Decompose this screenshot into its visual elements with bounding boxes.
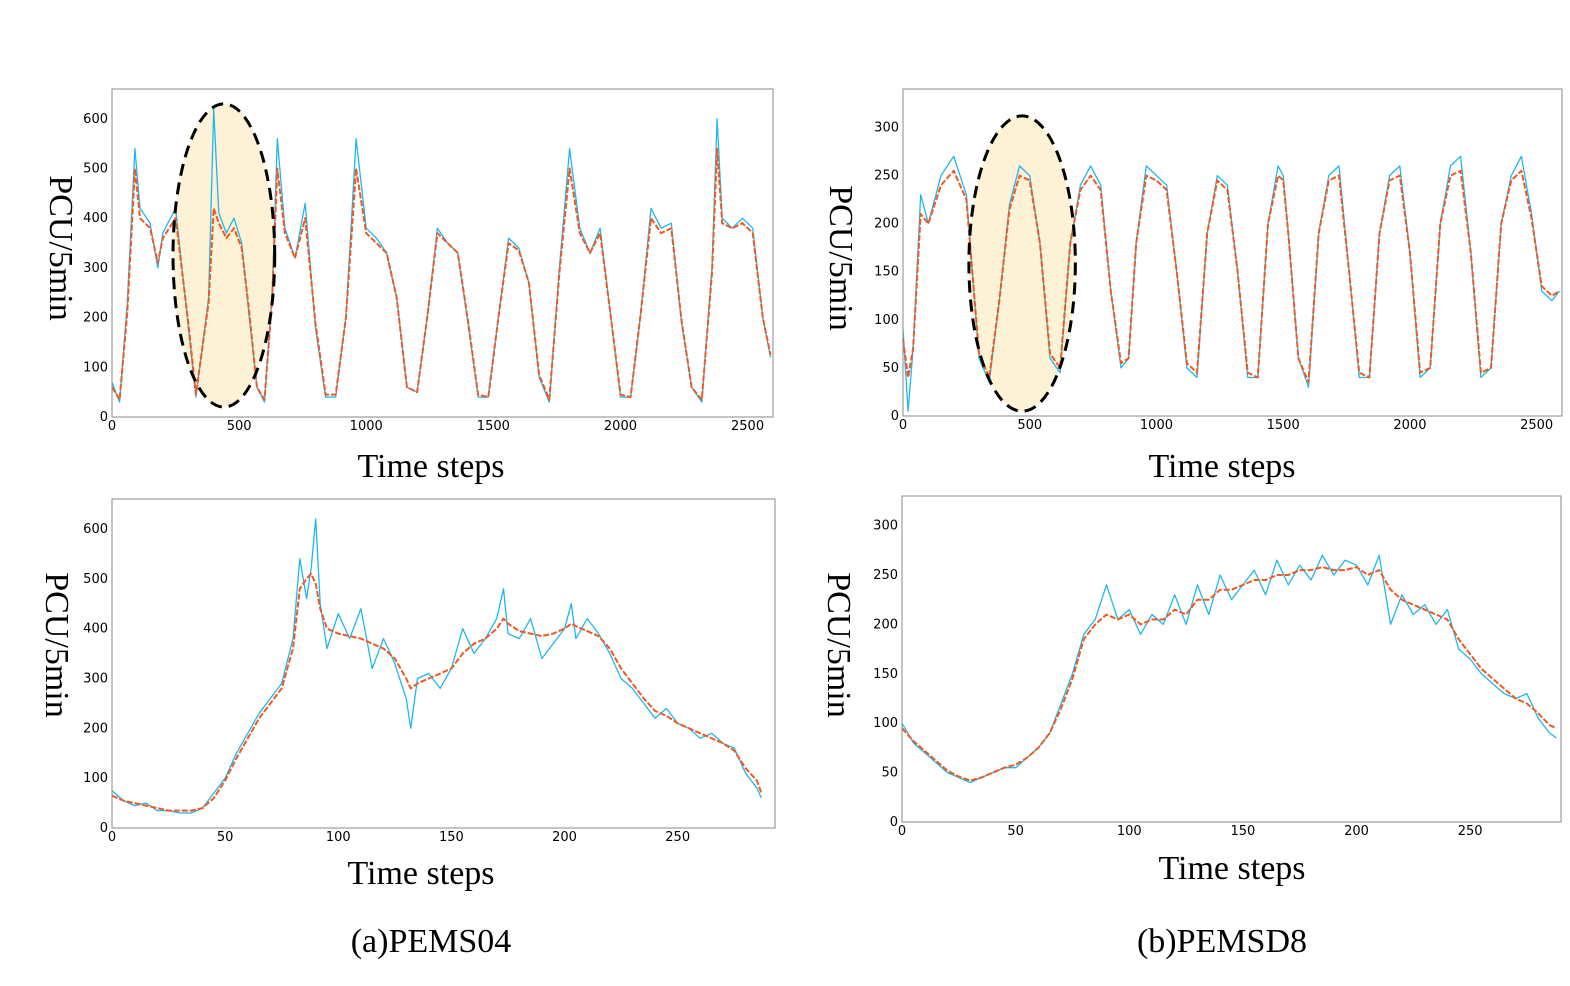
series-line-prediction	[111, 147, 772, 401]
x-tick-label: 500	[227, 419, 252, 434]
y-tick-label: 0	[891, 409, 899, 424]
y-tick-label: 50	[882, 361, 899, 376]
y-tick-label: 250	[873, 568, 898, 583]
x-tick-label: 2000	[604, 419, 637, 434]
x-tick-label: 500	[1017, 418, 1042, 433]
y-tick-label: 100	[874, 313, 899, 328]
chart-pems04-full: 0 500 1000 1500 2000 2500 0 100 200 300 400 500 600 T…	[42, 88, 774, 485]
x-tick-label: 0	[108, 419, 116, 434]
highlight-ellipse-outline	[967, 114, 1077, 413]
x-tick-label: 100	[1117, 824, 1142, 839]
y-tick-label: 0	[100, 410, 108, 425]
highlight-ellipse-outline	[171, 102, 277, 409]
y-tick-label: 100	[83, 360, 108, 375]
x-tick-label: 0	[899, 418, 907, 433]
x-tick-label: 0	[898, 824, 906, 839]
x-tick-label: 200	[552, 830, 577, 845]
plot-frame	[902, 88, 1563, 417]
y-tick-label: 300	[874, 120, 899, 135]
y-tick-label: 100	[83, 771, 108, 786]
plot-frame	[111, 88, 774, 418]
chart-pemsd8-full: 0 500 1000 1500 2000 2500 0 50 100 150 200 250 300 Ti…	[822, 88, 1563, 485]
y-tick-label: 400	[83, 211, 108, 226]
x-tick-label: 50	[1007, 824, 1024, 839]
y-axis-label: PCU/5min	[820, 572, 857, 717]
y-tick-label: 50	[881, 766, 898, 781]
caption-pemsd8: (b)PEMSD8	[1137, 923, 1307, 960]
y-axis-label: PCU/5min	[38, 572, 75, 717]
highlight-ellipse-fill	[173, 103, 275, 408]
x-tick-label: 100	[326, 830, 351, 845]
x-tick-label: 150	[439, 830, 464, 845]
y-tick-label: 300	[83, 261, 108, 276]
x-tick-label: 1500	[1267, 418, 1300, 433]
y-axis-label: PCU/5min	[42, 175, 79, 320]
y-axis-label: PCU/5min	[822, 185, 859, 330]
y-tick-label: 200	[83, 721, 108, 736]
caption-pems04: (a)PEMS04	[351, 923, 512, 960]
x-tick-label: 50	[217, 830, 234, 845]
plot-frame	[901, 495, 1562, 823]
series-line-ground_truth	[902, 155, 1561, 412]
y-tick-label: 500	[83, 162, 108, 177]
y-tick-label: 200	[83, 311, 108, 326]
series-line-ground_truth	[901, 554, 1557, 784]
series-line-ground_truth	[111, 108, 772, 403]
x-tick-label: 1500	[477, 419, 510, 434]
y-tick-label: 200	[873, 617, 898, 632]
series-line-prediction	[111, 572, 763, 812]
x-tick-label: 2500	[731, 419, 764, 434]
y-tick-label: 500	[83, 572, 108, 587]
y-tick-label: 100	[873, 716, 898, 731]
x-axis-label: Time steps	[357, 448, 504, 485]
y-tick-label: 150	[873, 667, 898, 682]
series-line-prediction	[902, 169, 1561, 384]
x-axis-label: Time steps	[347, 855, 494, 892]
x-tick-label: 150	[1230, 824, 1255, 839]
x-tick-label: 1000	[350, 419, 383, 434]
y-tick-label: 150	[874, 265, 899, 280]
y-tick-label: 250	[874, 169, 899, 184]
x-tick-label: 200	[1344, 824, 1369, 839]
x-tick-label: 2500	[1520, 418, 1553, 433]
y-tick-label: 400	[83, 622, 108, 637]
chart-pemsd8-day: 0 50 100 150 200 250 0 50 100 150 200 250 300 Time st…	[820, 495, 1562, 887]
y-tick-label: 600	[83, 112, 108, 127]
x-axis-label: Time steps	[1148, 448, 1295, 485]
y-tick-label: 0	[890, 815, 898, 830]
x-tick-label: 250	[665, 830, 690, 845]
y-tick-label: 600	[83, 522, 108, 537]
chart-pems04-day: 0 50 100 150 200 250 0 100 200 300 400 500 600 Time s…	[38, 498, 776, 892]
y-tick-label: 300	[83, 671, 108, 686]
x-tick-label: 0	[108, 830, 116, 845]
y-tick-label: 300	[873, 519, 898, 534]
y-tick-label: 0	[100, 821, 108, 836]
y-tick-label: 200	[874, 217, 899, 232]
plot-frame	[111, 498, 776, 829]
x-axis-label: Time steps	[1158, 850, 1305, 887]
x-tick-label: 250	[1458, 824, 1483, 839]
series-line-prediction	[901, 566, 1557, 782]
x-tick-label: 2000	[1393, 418, 1426, 433]
x-tick-label: 1000	[1140, 418, 1173, 433]
series-line-ground_truth	[111, 518, 762, 814]
